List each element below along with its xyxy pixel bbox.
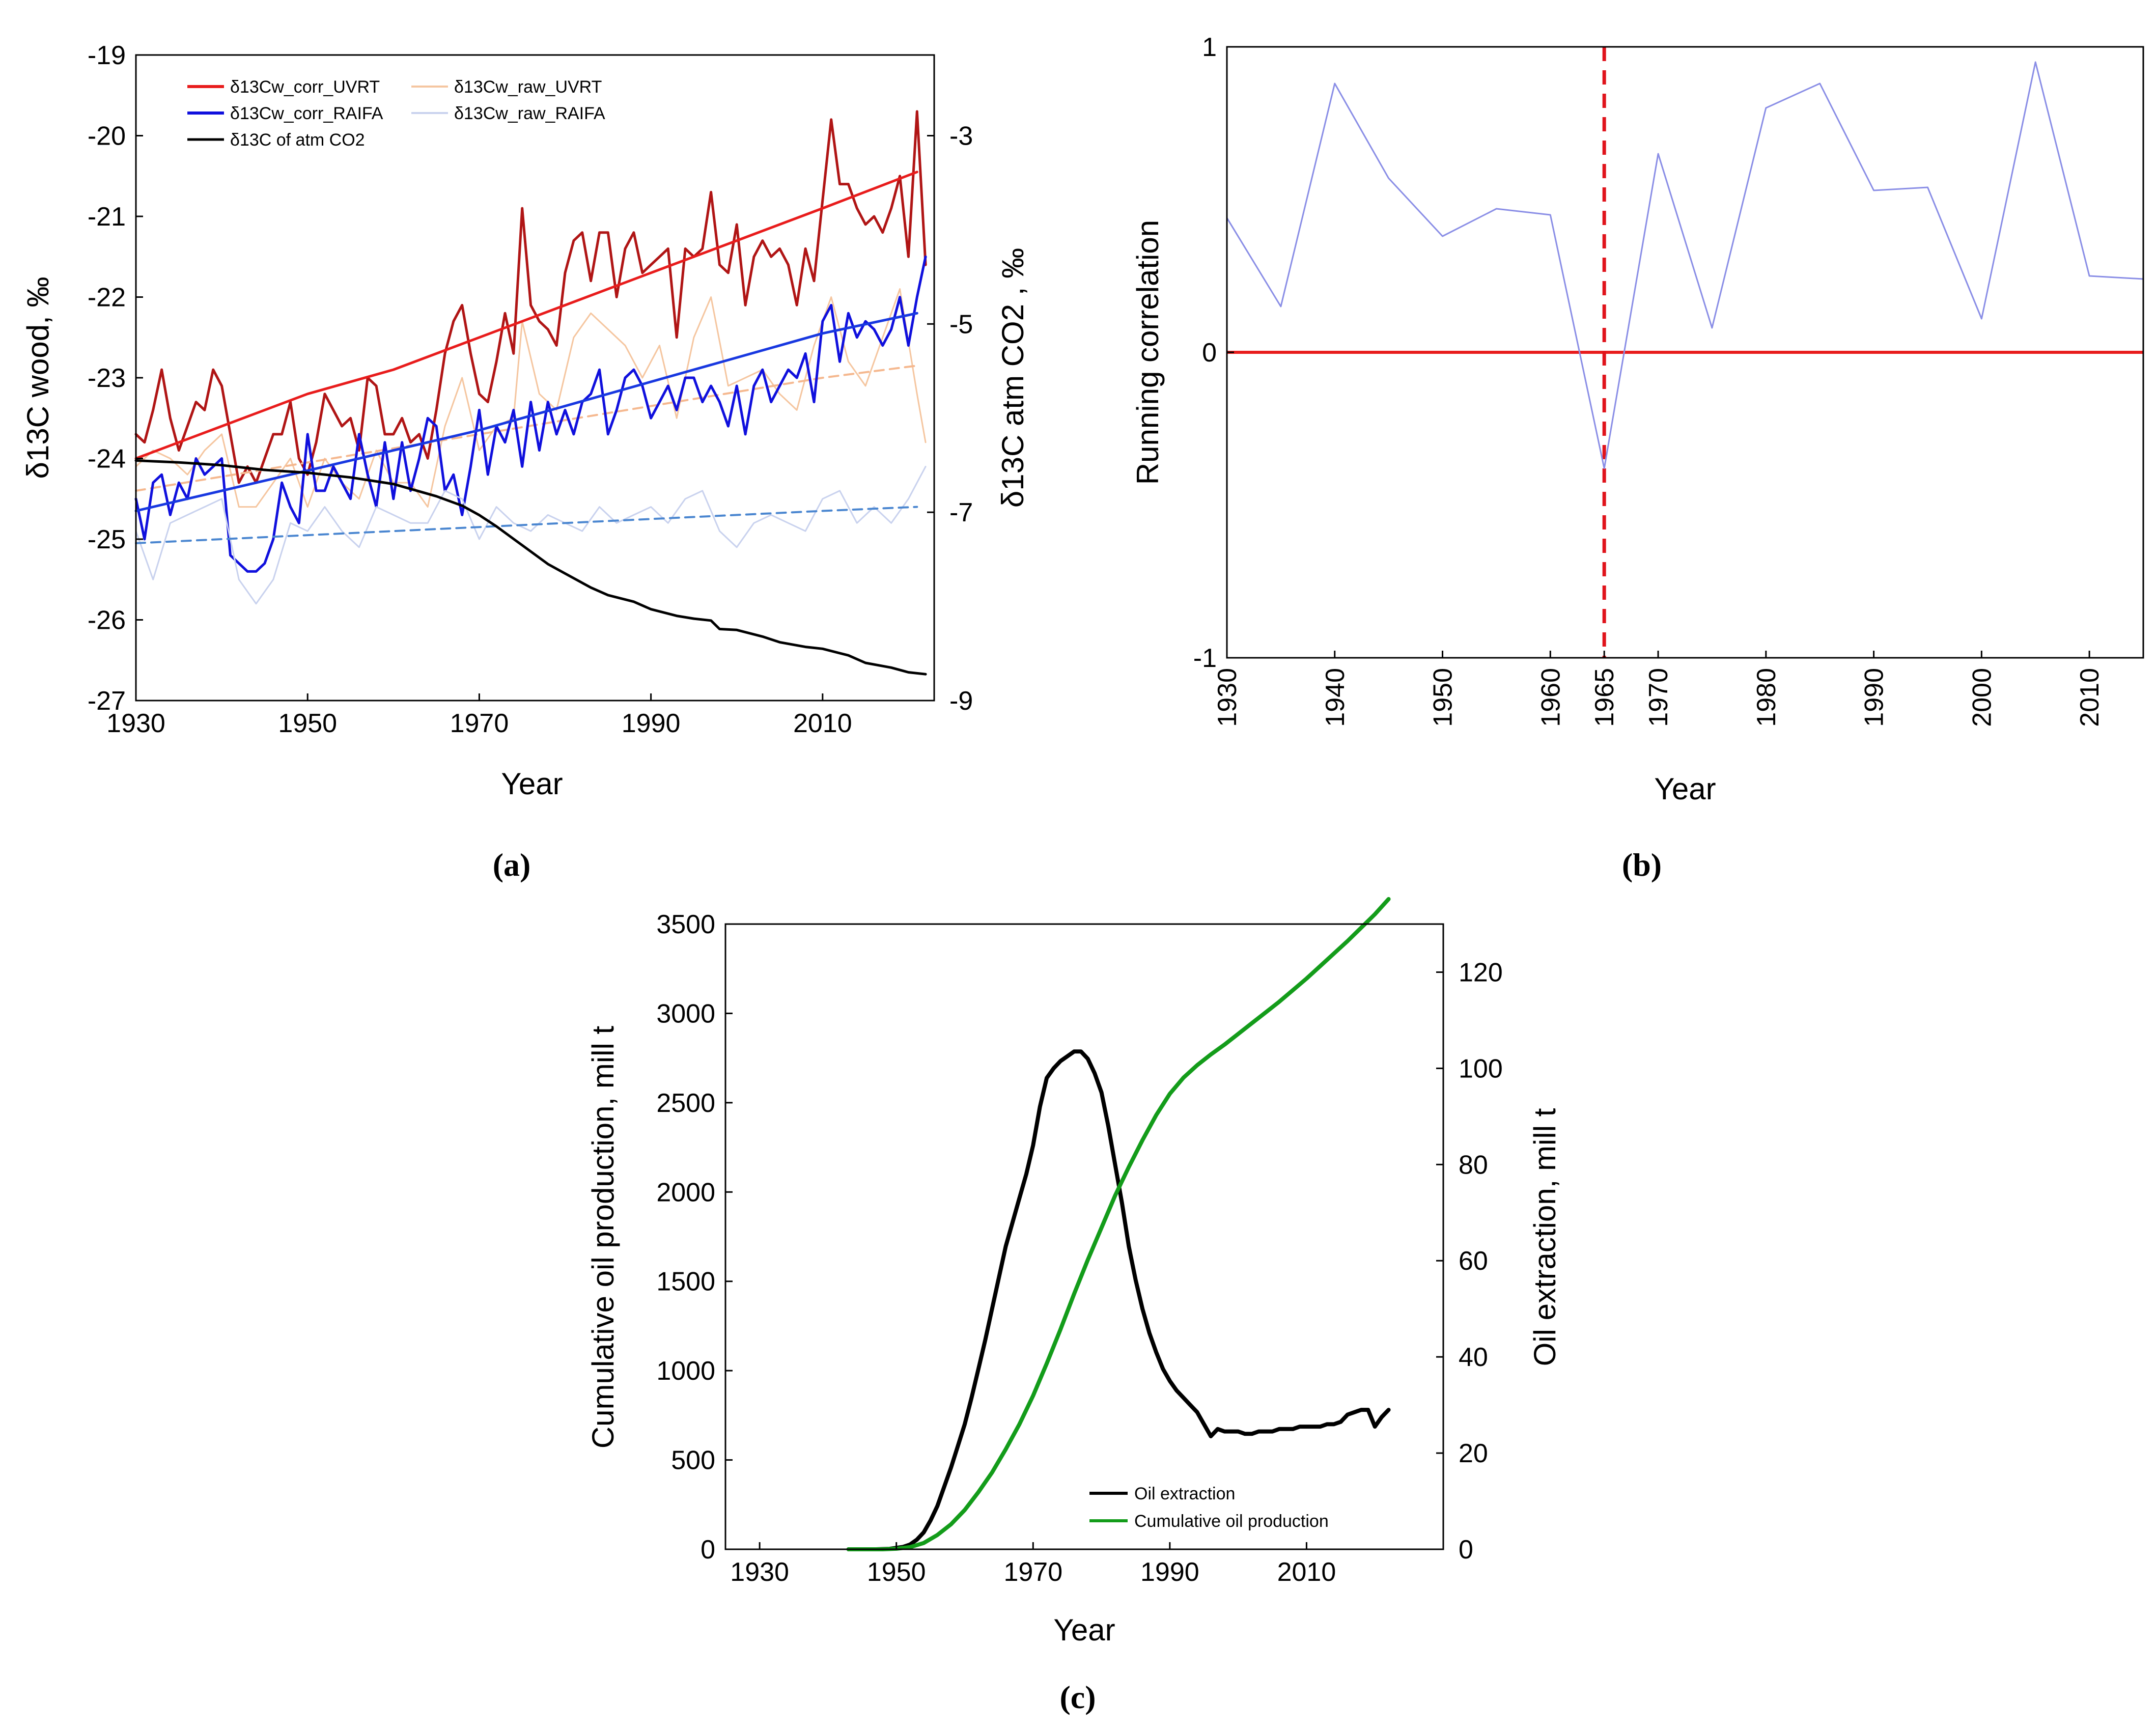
panel-c-x-tick-label-1950: 1950	[867, 1557, 926, 1587]
panel-c-y-tick-label-right-40: 40	[1459, 1343, 1488, 1372]
panel-a-series-13cw-raw-uvrt-line	[135, 288, 927, 508]
panel-a: 1930 1950 1970 1990 2010 -27-26-25-24-23-22-…	[21, 41, 1030, 883]
panel-a-y-label: δ13C wood, ‰	[21, 277, 55, 479]
panel-b-x-tick-label-1940: 1940	[1321, 668, 1350, 727]
panel-c-x-tick-label-2010: 2010	[1277, 1557, 1336, 1587]
panel-a-x-ticks: 1930 1950 1970 1990 2010	[106, 693, 852, 738]
panel-c-y-tick-label-right-80: 80	[1459, 1150, 1488, 1180]
legend-label-raw-uvrt: δ13Cw_raw_UVRT	[454, 77, 602, 97]
panel-b-x-tick-label-1965: 1965	[1590, 668, 1619, 727]
panel-b-y-tick-label-1: 1	[1202, 33, 1217, 62]
panel-b-x-tick-label-1930: 1930	[1213, 668, 1242, 727]
panel-c-y-label: Cumulative oil production, mill t	[586, 1026, 620, 1449]
panel-a-y-tick-label-20: -20	[88, 122, 126, 151]
panel-a-series-13cw-raw-raifa-line	[135, 465, 927, 605]
panel-a-series-uvrt-trend-raw-line	[135, 365, 918, 492]
panel-b-x-label: Year	[1654, 772, 1716, 806]
panel-a-y-ticks-right: -9 -7 -5 -3	[927, 122, 973, 716]
panel-a-y-tick-label-right-5: -5	[949, 310, 973, 339]
panel-b-caption: (b)	[1622, 847, 1662, 883]
panel-b-x-tick-label-1970: 1970	[1644, 668, 1673, 727]
panel-c-y-ticks-right: 0 20 40 60 80 100 120	[1436, 958, 1503, 1565]
panel-a-y-tick-label-22: -22	[88, 283, 126, 313]
panel-b-x-tick-label-2000: 2000	[1967, 668, 1997, 727]
panel-c-y-tick-label-0: 0	[701, 1535, 715, 1565]
panel-b-y-tick-label-0: 0	[1202, 338, 1217, 368]
panel-c-series-cumulative-oil-production-line	[846, 897, 1391, 1551]
panel-b-x-tick-label-1990: 1990	[1860, 668, 1889, 727]
panel-a-y-tick-label-right-3: -3	[949, 122, 973, 151]
panel-a-legend: δ13Cw_corr_UVRT δ13Cw_raw_UVRT δ13Cw_cor…	[187, 77, 605, 150]
panel-a-y-tick-label-right-9: -9	[949, 686, 973, 716]
panel-a-y-tick-label-21: -21	[88, 202, 126, 232]
panel-c-caption: (c)	[1059, 1679, 1096, 1715]
panel-a-y-tick-label-25: -25	[88, 525, 126, 554]
panel-a-series-raifa-trend-raw-line	[135, 506, 918, 544]
panel-c-y-tick-label-2000: 2000	[656, 1178, 715, 1207]
panel-a-y-tick-label-19: -19	[88, 41, 126, 70]
panel-c-y-tick-label-right-100: 100	[1459, 1054, 1503, 1083]
panel-a-y-tick-label-23: -23	[88, 364, 126, 393]
panel-c-x-ticks: 1930 1950 1970 1990 2010	[730, 1542, 1336, 1587]
panel-c-y-label-right: Oil extraction, mill t	[1528, 1108, 1562, 1366]
panel-b-series-running-correlation-line	[1226, 61, 2144, 469]
panel-a-series-13c-of-atm-co2-line	[134, 459, 927, 676]
panel-b-y-ticks: -1 0 1	[1193, 33, 1234, 673]
panel-b-x-tick-label-1950: 1950	[1429, 668, 1458, 727]
panel-c-series-oil-extraction-line	[846, 1049, 1391, 1551]
panel-a-caption: (a)	[493, 847, 531, 883]
panel-a-series-13cw-corr-raifa-line	[134, 255, 927, 573]
panel-c-y-tick-label-500: 500	[671, 1446, 715, 1475]
panel-a-x-tick-label-2010: 2010	[793, 709, 852, 738]
panel-c-y-tick-label-right-120: 120	[1459, 958, 1503, 987]
panel-a-x-label: Year	[501, 767, 563, 801]
panel-b-y-tick-label-1: -1	[1193, 644, 1217, 673]
panel-a-series	[134, 110, 927, 676]
panel-c-y-tick-label-3000: 3000	[656, 999, 715, 1028]
panel-a-y-tick-label-24: -24	[88, 444, 126, 474]
panel-c-legend: Oil extraction Cumulative oil production	[1089, 1484, 1329, 1531]
panel-a-y-tick-label-right-7: -7	[949, 498, 973, 527]
panel-c-x-tick-label-1970: 1970	[1003, 1557, 1062, 1587]
panel-a-x-tick-label-1950: 1950	[278, 709, 337, 738]
panel-c-y-tick-label-right-60: 60	[1459, 1246, 1488, 1276]
panel-a-y-label-right: δ13C atm CO2 , ‰	[996, 248, 1030, 508]
legend-label-raw-raifa: δ13Cw_raw_RAIFA	[454, 104, 605, 123]
panel-b: 1930 1940 1950 1960 1965 1970 1980 1990 2000 2010…	[1131, 33, 2144, 883]
panel-b-y-label: Running correlation	[1131, 220, 1165, 485]
panel-c-x-tick-label-1990: 1990	[1140, 1557, 1199, 1587]
panel-a-y-tick-label-26: -26	[88, 606, 126, 635]
legend-label-oil-extraction: Oil extraction	[1134, 1484, 1235, 1503]
panel-a-x-tick-label-1970: 1970	[450, 709, 509, 738]
panel-a-x-tick-label-1930: 1930	[106, 709, 165, 738]
panel-b-x-tick-label-2010: 2010	[2075, 668, 2105, 727]
legend-label-corr-uvrt: δ13Cw_corr_UVRT	[230, 77, 380, 97]
panel-c-y-tick-label-2500: 2500	[656, 1089, 715, 1118]
panel-c-series	[846, 897, 1391, 1551]
legend-label-atm-co2: δ13C of atm CO2	[230, 130, 365, 150]
panel-a-x-tick-label-1990: 1990	[622, 709, 681, 738]
panel-c-y-ticks: 0 500 1000 1500 2000 2500 3000 3500	[656, 910, 733, 1565]
panel-c-x-label: Year	[1053, 1613, 1115, 1647]
panel-c-frame	[724, 923, 1444, 1550]
panel-a-series-13cw-corr-uvrt-line	[134, 110, 927, 484]
panel-b-x-tick-label-1960: 1960	[1536, 668, 1565, 727]
panel-c-y-tick-label-right-20: 20	[1459, 1439, 1488, 1468]
panel-b-x-ticks: 1930 1940 1950 1960 1965 1970 1980 1990 2000 2010	[1213, 651, 2105, 727]
panel-c-y-tick-label-right-0: 0	[1459, 1535, 1473, 1565]
panel-a-series-uvrt-trend-corr-line	[134, 171, 918, 460]
panel-b-x-tick-label-1980: 1980	[1752, 668, 1781, 727]
panel-c-y-tick-label-3500: 3500	[656, 910, 715, 939]
panel-c-x-tick-label-1930: 1930	[730, 1557, 789, 1587]
panel-c-y-tick-label-1500: 1500	[656, 1267, 715, 1297]
legend-label-corr-raifa: δ13Cw_corr_RAIFA	[230, 104, 383, 123]
legend-label-cumulative-oil: Cumulative oil production	[1134, 1512, 1329, 1531]
panel-a-y-ticks: -27 -26 -25 -24 -23 -22 -21 -20 -19	[88, 41, 143, 716]
panel-c: 1930 1950 1970 1990 2010 0500100015002000250…	[586, 897, 1562, 1715]
panel-c-y-tick-label-1000: 1000	[656, 1356, 715, 1386]
panel-a-y-tick-label-27: -27	[88, 686, 126, 716]
panel-a-series-raifa-trend-corr-line	[134, 312, 918, 512]
panel-b-series	[1226, 47, 2144, 658]
